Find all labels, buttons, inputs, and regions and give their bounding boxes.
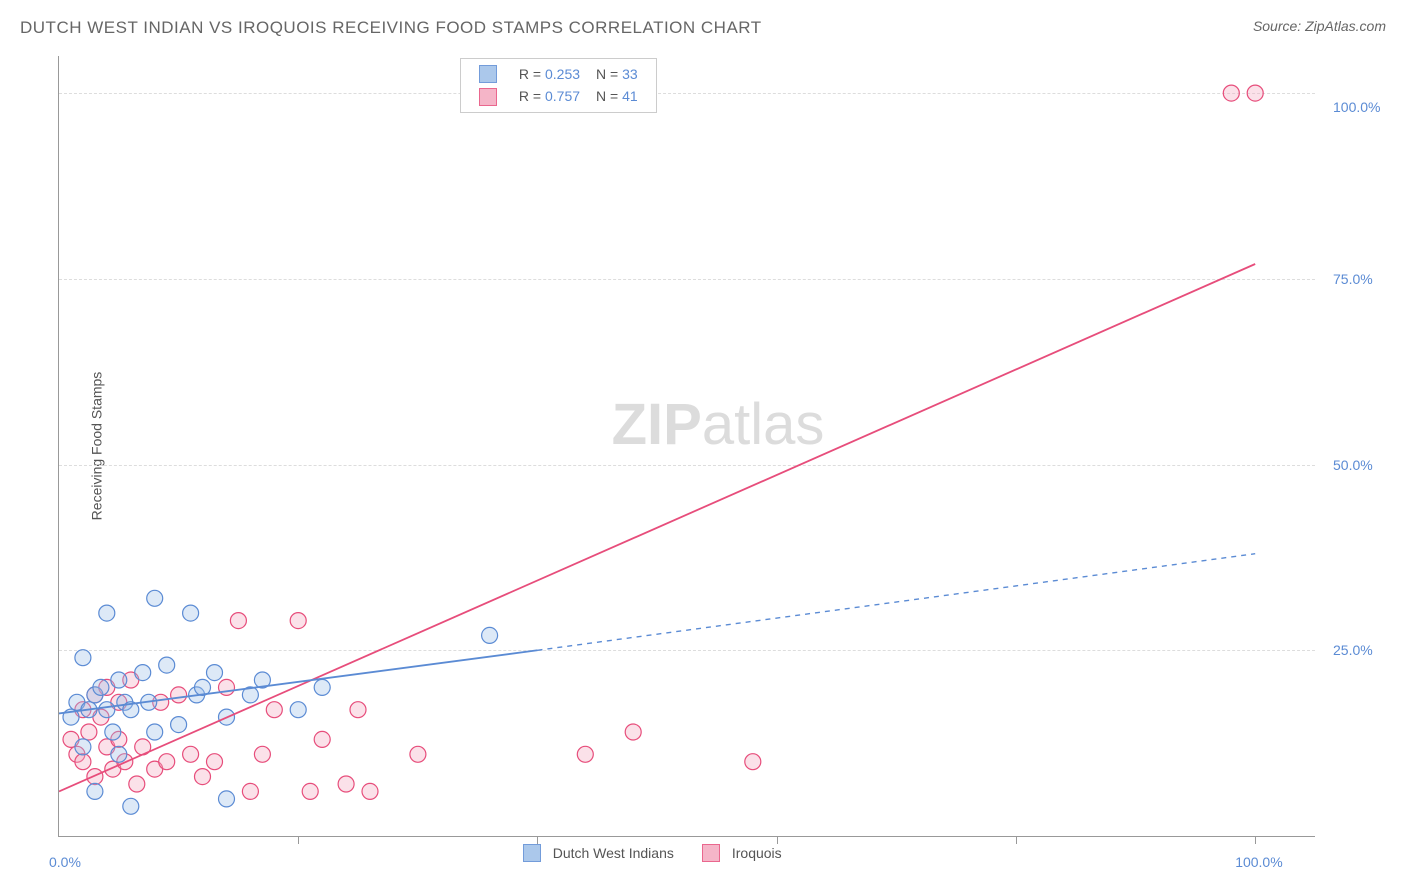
- scatter-point: [135, 665, 151, 681]
- legend-r-label: R = 0.253: [511, 63, 588, 85]
- scatter-point: [87, 769, 103, 785]
- scatter-point: [75, 754, 91, 770]
- legend-swatch: [479, 88, 497, 106]
- scatter-point: [230, 613, 246, 629]
- chart-title: DUTCH WEST INDIAN VS IROQUOIS RECEIVING …: [20, 18, 762, 38]
- trendline-dutch-dashed: [537, 554, 1255, 651]
- legend-series-item: Dutch West Indians: [523, 844, 674, 862]
- legend-r-label: R = 0.757: [511, 85, 588, 107]
- trendline-iroquois: [59, 264, 1255, 791]
- gridline-vertical: [777, 836, 778, 844]
- y-tick-label: 100.0%: [1333, 99, 1380, 115]
- scatter-point: [410, 746, 426, 762]
- scatter-point: [219, 679, 235, 695]
- x-tick-label: 0.0%: [49, 854, 81, 870]
- scatter-point: [195, 769, 211, 785]
- y-tick-label: 25.0%: [1333, 642, 1373, 658]
- y-tick-label: 75.0%: [1333, 271, 1373, 287]
- legend-n-label: N = 33: [588, 63, 646, 85]
- scatter-point: [207, 754, 223, 770]
- gridline-vertical: [298, 836, 299, 844]
- legend-swatch: [702, 844, 720, 862]
- scatter-point: [219, 791, 235, 807]
- legend-stats: R = 0.253N = 33R = 0.757N = 41: [460, 58, 657, 113]
- scatter-point: [314, 731, 330, 747]
- gridline-vertical: [1255, 836, 1256, 844]
- gridline-vertical: [537, 836, 538, 844]
- scatter-point: [242, 783, 258, 799]
- plot-area: ZIPatlas 25.0%50.0%75.0%100.0%0.0%100.0%: [58, 56, 1315, 837]
- legend-series: Dutch West Indians Iroquois: [523, 844, 782, 862]
- series-dutch-west-indians: [63, 590, 498, 814]
- scatter-point: [362, 783, 378, 799]
- scatter-point: [159, 754, 175, 770]
- scatter-point: [75, 739, 91, 755]
- gridline-vertical: [1016, 836, 1017, 844]
- legend-stats-row: R = 0.253N = 33: [471, 63, 646, 85]
- legend-n-label: N = 41: [588, 85, 646, 107]
- scatter-point: [123, 798, 139, 814]
- scatter-point: [99, 605, 115, 621]
- legend-swatch-cell: [471, 63, 511, 85]
- legend-swatch: [523, 844, 541, 862]
- scatter-point: [171, 717, 187, 733]
- scatter-point: [105, 724, 121, 740]
- x-tick-label: 100.0%: [1235, 854, 1282, 870]
- legend-stats-table: R = 0.253N = 33R = 0.757N = 41: [471, 63, 646, 108]
- scatter-point: [183, 746, 199, 762]
- legend-series-item: Iroquois: [702, 844, 782, 862]
- scatter-point: [129, 776, 145, 792]
- scatter-point: [290, 702, 306, 718]
- scatter-point: [81, 724, 97, 740]
- scatter-point: [254, 746, 270, 762]
- scatter-point: [93, 679, 109, 695]
- scatter-point: [338, 776, 354, 792]
- scatter-point: [207, 665, 223, 681]
- scatter-point: [183, 605, 199, 621]
- legend-r-value: 0.757: [545, 88, 580, 104]
- y-tick-label: 50.0%: [1333, 457, 1373, 473]
- scatter-point: [147, 590, 163, 606]
- scatter-point: [171, 687, 187, 703]
- scatter-point: [1223, 85, 1239, 101]
- legend-stats-row: R = 0.757N = 41: [471, 85, 646, 107]
- scatter-point: [290, 613, 306, 629]
- legend-series-label: Dutch West Indians: [553, 845, 674, 861]
- scatter-point: [111, 672, 127, 688]
- scatter-point: [99, 702, 115, 718]
- legend-swatch-cell: [471, 85, 511, 107]
- legend-r-value: 0.253: [545, 66, 580, 82]
- scatter-point: [745, 754, 761, 770]
- source-attribution: Source: ZipAtlas.com: [1253, 18, 1386, 34]
- scatter-point: [266, 702, 282, 718]
- legend-series-label: Iroquois: [732, 845, 782, 861]
- plot-svg: [59, 56, 1315, 836]
- scatter-point: [482, 627, 498, 643]
- legend-swatch: [479, 65, 497, 83]
- scatter-point: [314, 679, 330, 695]
- scatter-point: [147, 724, 163, 740]
- scatter-point: [87, 783, 103, 799]
- scatter-point: [625, 724, 641, 740]
- legend-n-value: 33: [622, 66, 638, 82]
- scatter-point: [1247, 85, 1263, 101]
- legend-n-value: 41: [622, 88, 638, 104]
- scatter-point: [159, 657, 175, 673]
- scatter-point: [350, 702, 366, 718]
- scatter-point: [111, 746, 127, 762]
- scatter-point: [577, 746, 593, 762]
- scatter-point: [75, 650, 91, 666]
- scatter-point: [302, 783, 318, 799]
- chart-container: DUTCH WEST INDIAN VS IROQUOIS RECEIVING …: [0, 0, 1406, 892]
